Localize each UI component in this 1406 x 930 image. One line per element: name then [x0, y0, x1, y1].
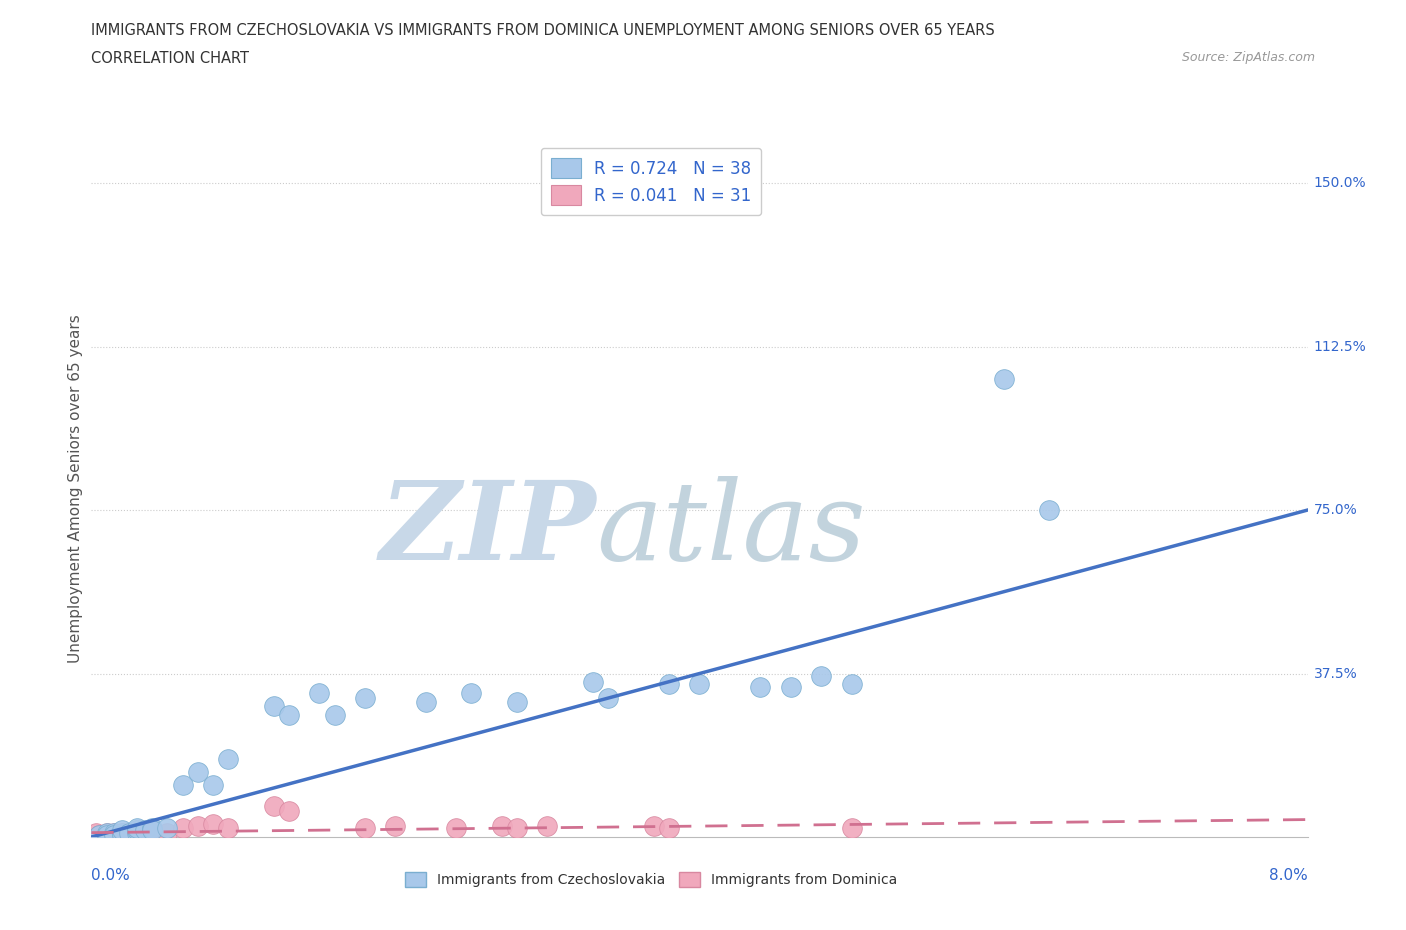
- Point: [156, 821, 179, 836]
- Text: ZIP: ZIP: [380, 476, 596, 584]
- Point: [202, 817, 225, 831]
- Point: [125, 821, 148, 836]
- Point: [993, 372, 1015, 387]
- Text: 150.0%: 150.0%: [1313, 176, 1367, 190]
- Point: [658, 677, 681, 692]
- Point: [217, 821, 239, 836]
- Point: [506, 695, 529, 710]
- Point: [134, 823, 156, 838]
- Point: [156, 825, 179, 840]
- Point: [1038, 502, 1060, 517]
- Point: [111, 825, 134, 840]
- Point: [87, 828, 110, 843]
- Text: CORRELATION CHART: CORRELATION CHART: [91, 51, 249, 66]
- Point: [779, 679, 801, 694]
- Point: [506, 821, 529, 836]
- Point: [308, 685, 330, 700]
- Point: [172, 821, 194, 836]
- Point: [141, 823, 163, 838]
- Point: [354, 821, 377, 836]
- Point: [749, 679, 772, 694]
- Text: Source: ZipAtlas.com: Source: ZipAtlas.com: [1181, 51, 1315, 64]
- Point: [103, 825, 125, 840]
- Point: [841, 677, 863, 692]
- Y-axis label: Unemployment Among Seniors over 65 years: Unemployment Among Seniors over 65 years: [67, 314, 83, 662]
- Point: [111, 825, 134, 840]
- Point: [460, 685, 482, 700]
- Point: [278, 804, 301, 818]
- Point: [841, 821, 863, 836]
- Point: [111, 828, 134, 843]
- Point: [96, 828, 118, 843]
- Point: [125, 828, 148, 843]
- Text: 37.5%: 37.5%: [1313, 667, 1357, 681]
- Point: [103, 828, 125, 843]
- Point: [118, 825, 141, 840]
- Legend: Immigrants from Czechoslovakia, Immigrants from Dominica: Immigrants from Czechoslovakia, Immigran…: [399, 867, 903, 893]
- Point: [172, 777, 194, 792]
- Point: [217, 751, 239, 766]
- Text: IMMIGRANTS FROM CZECHOSLOVAKIA VS IMMIGRANTS FROM DOMINICA UNEMPLOYMENT AMONG SE: IMMIGRANTS FROM CZECHOSLOVAKIA VS IMMIGR…: [91, 23, 995, 38]
- Point: [187, 818, 209, 833]
- Point: [688, 677, 710, 692]
- Point: [354, 690, 377, 705]
- Point: [187, 764, 209, 779]
- Point: [384, 818, 406, 833]
- Text: 0.0%: 0.0%: [91, 869, 131, 883]
- Text: atlas: atlas: [596, 476, 866, 584]
- Point: [118, 825, 141, 840]
- Point: [536, 818, 558, 833]
- Point: [125, 823, 148, 838]
- Point: [598, 690, 620, 705]
- Point: [96, 828, 118, 843]
- Point: [111, 823, 134, 838]
- Point: [141, 823, 163, 838]
- Point: [134, 825, 156, 840]
- Point: [141, 828, 163, 843]
- Point: [444, 821, 467, 836]
- Point: [263, 698, 285, 713]
- Point: [125, 823, 148, 838]
- Point: [643, 818, 665, 833]
- Point: [103, 825, 125, 840]
- Point: [810, 669, 832, 684]
- Point: [323, 708, 346, 723]
- Point: [96, 825, 118, 840]
- Point: [658, 821, 681, 836]
- Point: [202, 777, 225, 792]
- Point: [84, 825, 107, 840]
- Point: [96, 825, 118, 840]
- Point: [491, 818, 513, 833]
- Text: 112.5%: 112.5%: [1313, 339, 1367, 353]
- Point: [87, 828, 110, 843]
- Point: [125, 825, 148, 840]
- Point: [111, 828, 134, 843]
- Point: [125, 825, 148, 840]
- Point: [141, 821, 163, 836]
- Point: [415, 695, 437, 710]
- Point: [103, 828, 125, 843]
- Point: [263, 799, 285, 814]
- Text: 8.0%: 8.0%: [1268, 869, 1308, 883]
- Point: [582, 675, 605, 690]
- Text: 75.0%: 75.0%: [1313, 503, 1357, 517]
- Point: [278, 708, 301, 723]
